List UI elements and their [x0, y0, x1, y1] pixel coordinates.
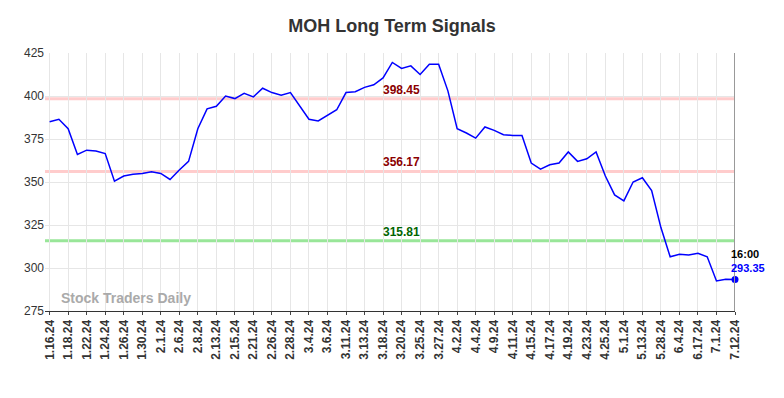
svg-text:7.1.24: 7.1.24: [709, 319, 723, 353]
svg-text:3.25.24: 3.25.24: [413, 319, 427, 359]
svg-text:5.13.24: 5.13.24: [635, 319, 649, 359]
svg-text:315.81: 315.81: [383, 225, 420, 239]
svg-text:398.45: 398.45: [383, 83, 420, 97]
svg-text:6.4.24: 6.4.24: [672, 319, 686, 353]
svg-text:1.18.24: 1.18.24: [61, 319, 75, 359]
svg-text:2.26.24: 2.26.24: [265, 319, 279, 359]
svg-text:5.28.24: 5.28.24: [654, 319, 668, 359]
svg-text:4.17.24: 4.17.24: [543, 319, 557, 359]
svg-text:1.24.24: 1.24.24: [98, 319, 112, 359]
svg-text:Stock Traders Daily: Stock Traders Daily: [61, 290, 191, 306]
svg-text:2.8.24: 2.8.24: [191, 319, 205, 353]
svg-text:2.15.24: 2.15.24: [228, 319, 242, 359]
svg-text:400: 400: [24, 89, 44, 103]
svg-text:5.1.24: 5.1.24: [617, 319, 631, 353]
svg-text:4.23.24: 4.23.24: [580, 319, 594, 359]
svg-text:2.21.24: 2.21.24: [246, 319, 260, 359]
svg-text:4.4.24: 4.4.24: [469, 319, 483, 353]
svg-text:4.25.24: 4.25.24: [598, 319, 612, 359]
svg-text:3.6.24: 3.6.24: [320, 319, 334, 353]
svg-text:293.35: 293.35: [731, 262, 765, 274]
svg-text:1.16.24: 1.16.24: [43, 319, 57, 359]
svg-text:3.11.24: 3.11.24: [339, 319, 353, 359]
svg-text:4.11.24: 4.11.24: [506, 319, 520, 359]
svg-text:16:00: 16:00: [731, 248, 759, 260]
svg-text:356.17: 356.17: [383, 155, 420, 169]
svg-text:MOH Long Term Signals: MOH Long Term Signals: [288, 16, 496, 36]
svg-text:1.30.24: 1.30.24: [135, 319, 149, 359]
svg-text:375: 375: [24, 132, 44, 146]
svg-text:1.26.24: 1.26.24: [117, 319, 131, 359]
svg-text:300: 300: [24, 261, 44, 275]
svg-text:3.20.24: 3.20.24: [394, 319, 408, 359]
svg-text:425: 425: [24, 46, 44, 60]
svg-text:4.19.24: 4.19.24: [561, 319, 575, 359]
svg-text:1.22.24: 1.22.24: [80, 319, 94, 359]
svg-text:6.17.24: 6.17.24: [691, 319, 705, 359]
svg-text:3.18.24: 3.18.24: [376, 319, 390, 359]
svg-text:2.28.24: 2.28.24: [283, 319, 297, 359]
svg-text:3.27.24: 3.27.24: [432, 319, 446, 359]
svg-text:2.13.24: 2.13.24: [209, 319, 223, 359]
svg-text:2.6.24: 2.6.24: [172, 319, 186, 353]
svg-text:3.4.24: 3.4.24: [302, 319, 316, 353]
svg-text:2.1.24: 2.1.24: [154, 319, 168, 353]
svg-text:4.2.24: 4.2.24: [450, 319, 464, 353]
svg-text:4.9.24: 4.9.24: [487, 319, 501, 353]
svg-text:325: 325: [24, 218, 44, 232]
svg-text:3.13.24: 3.13.24: [357, 319, 371, 359]
svg-text:7.12.24: 7.12.24: [728, 319, 742, 359]
svg-text:4.15.24: 4.15.24: [524, 319, 538, 359]
svg-text:275: 275: [24, 304, 44, 318]
svg-text:350: 350: [24, 175, 44, 189]
